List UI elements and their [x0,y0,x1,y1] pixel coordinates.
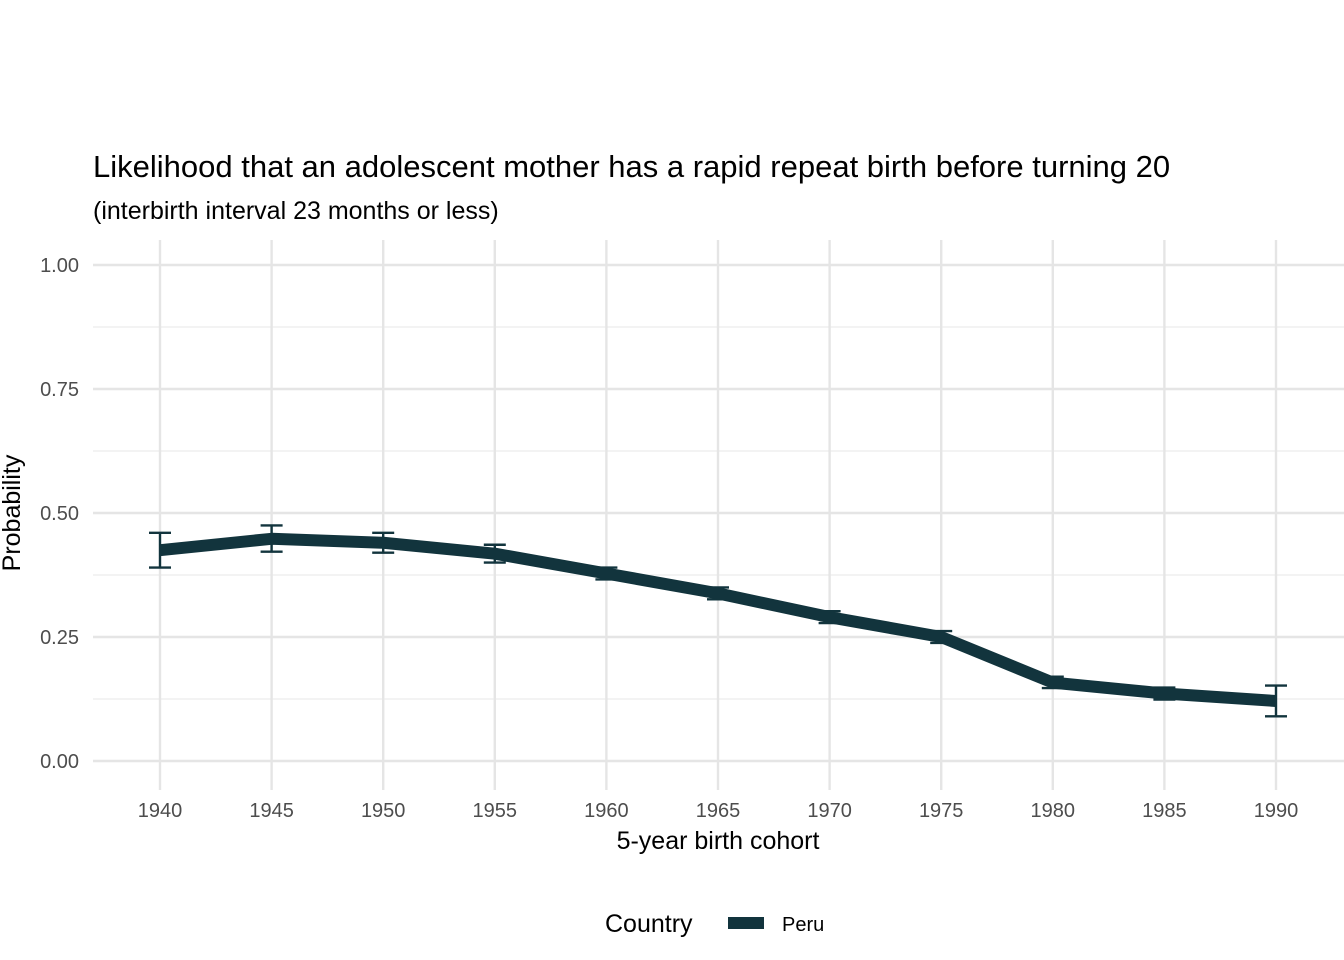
y-tick-label: 0.50 [40,503,79,525]
x-axis-ticks: 1940 1945 1950 1955 1960 1965 1970 1975 1980 1985… [138,800,1299,822]
legend-label-peru: Peru [782,914,824,936]
y-tick-label: 0.00 [40,751,79,773]
legend: Country Peru [605,910,824,938]
series-line [159,532,1277,707]
y-tick-label: 0.25 [40,627,79,649]
y-tick-label: 1.00 [40,255,79,277]
x-axis-title: 5-year birth cohort [617,827,820,855]
series-layer [149,524,1287,718]
legend-title: Country [605,910,693,938]
series-peru [149,524,1287,718]
x-tick-label: 1940 [138,800,183,822]
grid [93,240,1344,790]
y-axis-title: Probability [0,454,26,571]
legend-key-peru [728,917,764,929]
x-tick-label: 1990 [1254,800,1299,822]
chart-subtitle: (interbirth interval 23 months or less) [93,197,499,225]
x-tick-label: 1955 [473,800,518,822]
x-tick-label: 1980 [1031,800,1076,822]
x-tick-label: 1960 [584,800,629,822]
x-tick-label: 1965 [696,800,741,822]
x-tick-label: 1945 [249,800,294,822]
x-tick-label: 1970 [807,800,852,822]
y-tick-label: 0.75 [40,379,79,401]
x-tick-label: 1985 [1142,800,1187,822]
chart-title: Likelihood that an adolescent mother has… [93,149,1170,184]
y-axis-ticks: 0.00 0.25 0.50 0.75 1.00 [40,255,79,773]
x-tick-label: 1950 [361,800,406,822]
x-tick-label: 1975 [919,800,964,822]
